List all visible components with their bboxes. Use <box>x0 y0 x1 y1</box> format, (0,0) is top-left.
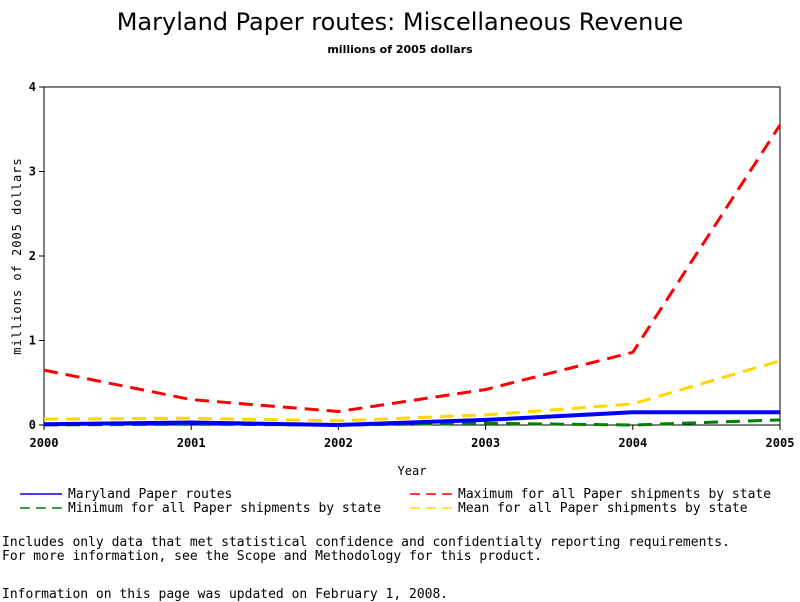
x-tick-label: 2001 <box>177 436 206 450</box>
y-tick-label: 4 <box>29 80 36 94</box>
x-tick-label: 2000 <box>30 436 59 450</box>
legend-label-3: Mean for all Paper shipments by state <box>458 501 748 516</box>
series-line-0 <box>43 410 780 427</box>
legend: Maryland Paper routes Maximum for all Pap… <box>20 487 771 516</box>
y-tick-label: 1 <box>29 334 36 348</box>
axis-ticks: 2000 2001 2002 2003 2004 2005 0 1 2 3 4 <box>29 80 795 450</box>
plot-area <box>43 86 781 426</box>
series-line-1 <box>43 124 782 413</box>
series-line-3 <box>43 359 781 423</box>
note-confidence: Includes only data that met statistical … <box>2 535 730 550</box>
x-axis-label: Year <box>398 464 427 478</box>
legend-label-1: Maximum for all Paper shipments by state <box>458 487 771 502</box>
legend-label-2: Minimum for all Paper shipments by state <box>68 501 381 516</box>
x-tick-label: 2002 <box>324 436 353 450</box>
note-updated: Information on this page was updated on … <box>2 587 449 602</box>
x-tick-label: 2004 <box>618 436 647 450</box>
note-methodology: For more information, see the Scope and … <box>2 549 543 564</box>
y-axis-label: millions of 2005 dollars <box>10 157 24 354</box>
y-tick-label: 2 <box>29 249 36 263</box>
legend-label-0: Maryland Paper routes <box>68 487 232 502</box>
chart-subtitle: millions of 2005 dollars <box>327 43 473 56</box>
y-tick-label: 0 <box>29 418 36 432</box>
x-tick-label: 2003 <box>471 436 500 450</box>
y-tick-label: 3 <box>29 165 36 179</box>
chart-title: Maryland Paper routes: Miscellaneous Rev… <box>117 8 684 36</box>
series-lines <box>43 124 782 427</box>
x-tick-label: 2005 <box>766 436 795 450</box>
